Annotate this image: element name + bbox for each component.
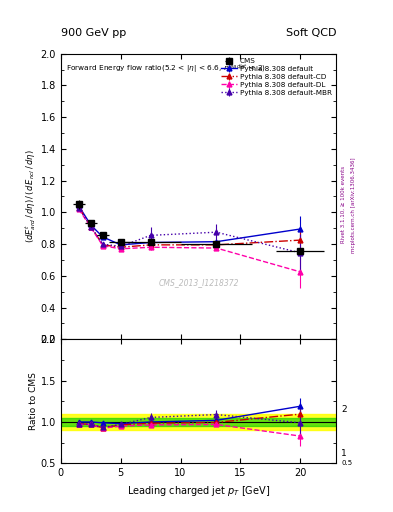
Text: Forward Energy flow ratio(5.2 < $|\eta|$ < 6.6, $\eta^{leadjet}$ < 2): Forward Energy flow ratio(5.2 < $|\eta|$… xyxy=(66,62,265,75)
Text: Rivet 3.1.10, ≥ 100k events: Rivet 3.1.10, ≥ 100k events xyxy=(341,166,346,243)
X-axis label: Leading charged jet $p_T$ [GeV]: Leading charged jet $p_T$ [GeV] xyxy=(127,484,270,498)
Text: 1: 1 xyxy=(341,449,347,458)
Text: CMS_2013_I1218372: CMS_2013_I1218372 xyxy=(158,278,239,287)
Text: Soft QCD: Soft QCD xyxy=(286,28,336,38)
Legend: CMS, Pythia 8.308 default, Pythia 8.308 default-CD, Pythia 8.308 default-DL, Pyt: CMS, Pythia 8.308 default, Pythia 8.308 … xyxy=(218,55,334,98)
Text: 2: 2 xyxy=(341,405,347,414)
Y-axis label: $(dE^t_{ard}\,/\,d\eta)\,/\,(d\,E_{ncl}\,/\,d\eta)$: $(dE^t_{ard}\,/\,d\eta)\,/\,(d\,E_{ncl}\… xyxy=(23,150,38,243)
Y-axis label: Ratio to CMS: Ratio to CMS xyxy=(29,372,38,430)
Text: 0.5: 0.5 xyxy=(341,460,352,466)
Text: mcplots.cern.ch [arXiv:1306.3436]: mcplots.cern.ch [arXiv:1306.3436] xyxy=(351,157,356,252)
Text: 900 GeV pp: 900 GeV pp xyxy=(61,28,126,38)
